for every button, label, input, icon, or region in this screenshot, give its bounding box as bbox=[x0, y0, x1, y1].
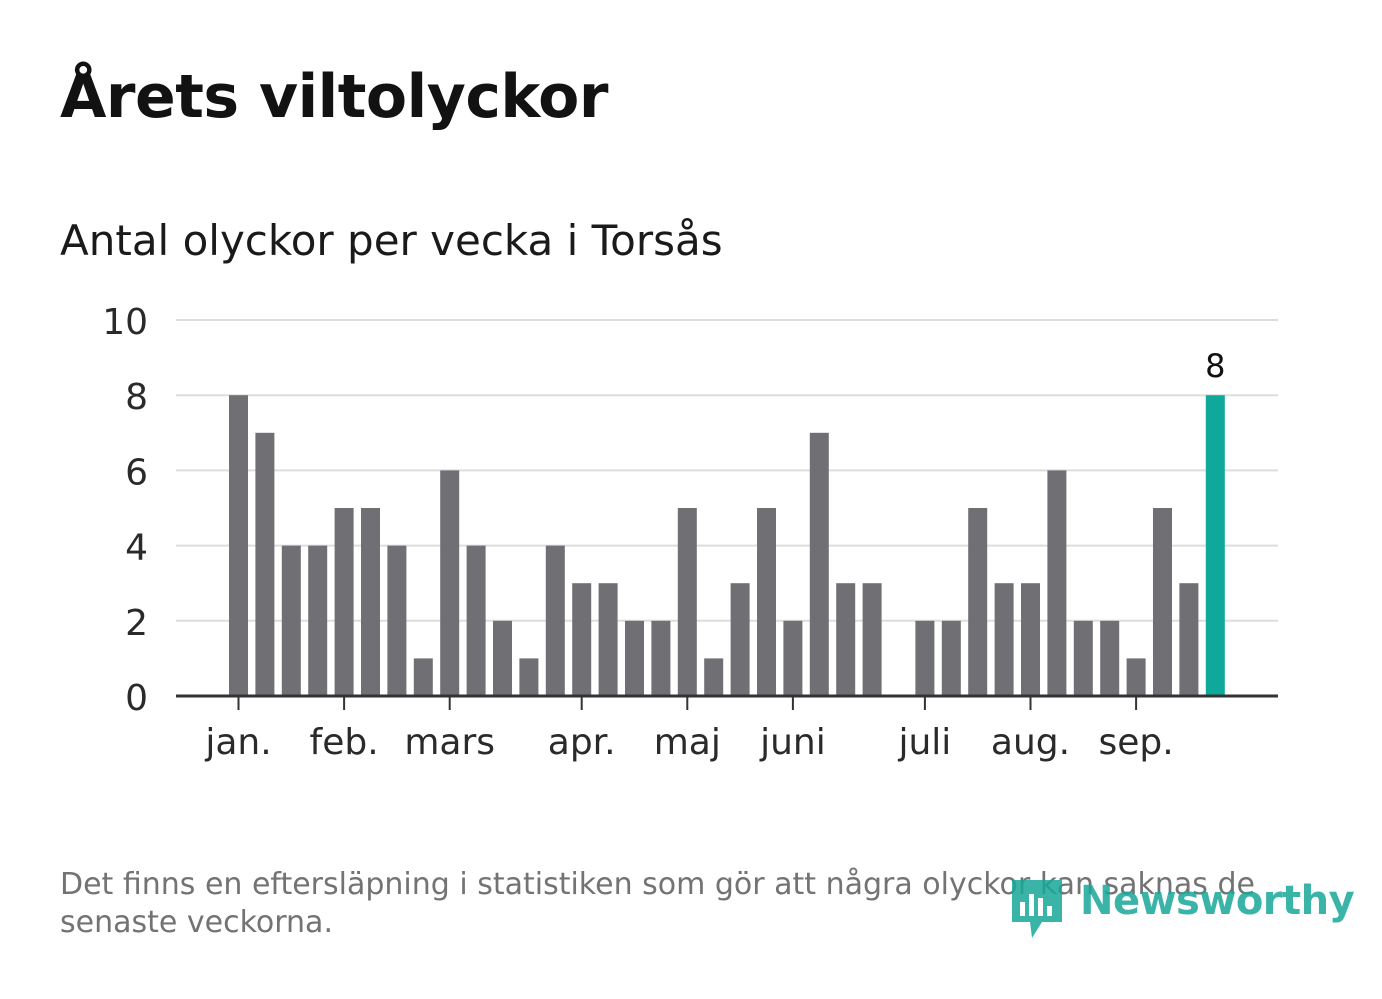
x-tick-label: feb. bbox=[310, 722, 379, 763]
bar bbox=[836, 583, 856, 696]
x-tick-label: maj bbox=[654, 722, 721, 763]
bar bbox=[466, 545, 486, 696]
bar bbox=[308, 545, 328, 696]
bar bbox=[361, 508, 380, 696]
bar bbox=[281, 545, 301, 696]
bar bbox=[387, 545, 407, 696]
bar bbox=[1126, 658, 1146, 696]
y-axis-ticks: 0 2 4 6 8 10 bbox=[102, 302, 148, 719]
x-tick-label: mars bbox=[404, 722, 495, 763]
x-axis: jan. feb. mars apr. maj juni juli aug. sep. bbox=[176, 694, 1278, 763]
bars bbox=[229, 395, 1225, 696]
bar bbox=[1100, 620, 1120, 696]
x-tick-label: juli bbox=[897, 722, 951, 763]
bar-value-label: 8 bbox=[1205, 347, 1225, 385]
x-tick-label: sep. bbox=[1098, 722, 1173, 763]
chart-title: Årets viltolyckor bbox=[60, 62, 609, 132]
y-tick-label: 4 bbox=[125, 528, 148, 569]
bar bbox=[994, 583, 1014, 696]
bar bbox=[809, 432, 829, 696]
y-tick-label: 0 bbox=[125, 678, 148, 719]
bar bbox=[862, 583, 882, 696]
x-tick-label: juni bbox=[759, 722, 826, 763]
bar bbox=[677, 508, 697, 696]
bar bbox=[783, 620, 803, 696]
bar bbox=[704, 658, 724, 696]
bar bbox=[1153, 508, 1172, 696]
bar bbox=[1047, 470, 1067, 696]
bar bbox=[229, 395, 248, 696]
bar bbox=[255, 432, 275, 696]
gridlines bbox=[176, 319, 1278, 622]
bar-highlight bbox=[1205, 395, 1225, 696]
bar bbox=[1179, 583, 1199, 696]
bar bbox=[757, 508, 776, 696]
bar bbox=[941, 620, 961, 696]
y-tick-label: 8 bbox=[125, 377, 148, 418]
newsworthy-chart-icon bbox=[1012, 880, 1062, 938]
bar bbox=[413, 658, 433, 696]
newsworthy-logo[interactable]: Newsworthy bbox=[1008, 872, 1355, 944]
bar bbox=[572, 583, 592, 696]
y-tick-label: 10 bbox=[102, 302, 148, 343]
bar bbox=[915, 620, 935, 696]
bar bbox=[968, 508, 988, 696]
brand-name: Newsworthy bbox=[1080, 878, 1355, 924]
bar bbox=[730, 583, 750, 696]
x-tick-label: apr. bbox=[548, 722, 616, 763]
x-tick-label: jan. bbox=[204, 722, 271, 763]
bar bbox=[651, 620, 671, 696]
bar bbox=[519, 658, 539, 696]
chart-subtitle: Antal olyckor per vecka i Torsås bbox=[60, 216, 723, 265]
footnote: Det finns en eftersläpning i statistiken… bbox=[60, 867, 1255, 940]
y-tick-label: 6 bbox=[125, 452, 148, 493]
bar bbox=[334, 508, 354, 696]
bar bbox=[1073, 620, 1093, 696]
bar bbox=[545, 545, 565, 696]
bar bbox=[598, 583, 618, 696]
bar bbox=[493, 620, 512, 696]
bar bbox=[1021, 583, 1040, 696]
y-tick-label: 2 bbox=[125, 603, 148, 644]
bar bbox=[440, 470, 460, 696]
bar bbox=[625, 620, 644, 696]
data-labels: 8 bbox=[1205, 347, 1225, 385]
x-tick-label: aug. bbox=[991, 722, 1070, 763]
